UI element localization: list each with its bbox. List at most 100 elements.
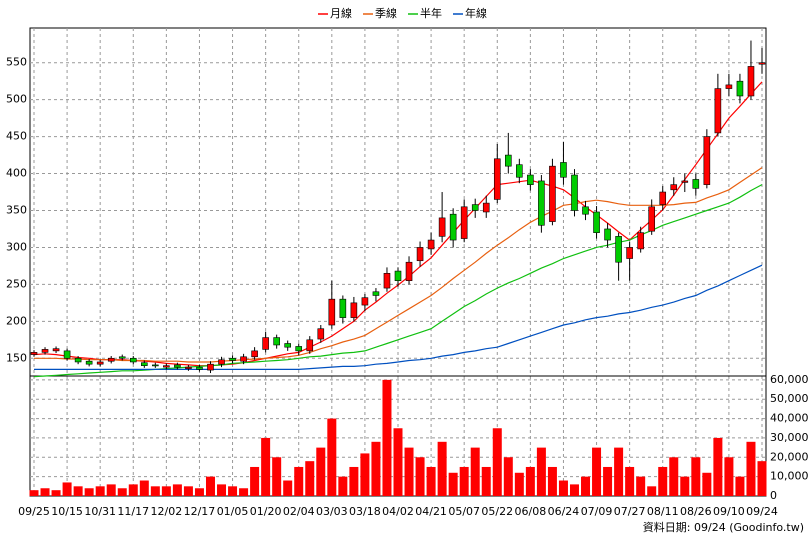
candle-body bbox=[174, 364, 181, 368]
volume-bar bbox=[283, 480, 293, 496]
volume-bar bbox=[29, 490, 39, 496]
x-tick-label: 07/27 bbox=[614, 505, 646, 518]
moving-average-line bbox=[34, 264, 763, 370]
candle-body bbox=[560, 162, 567, 178]
x-tick-label: 01/20 bbox=[250, 505, 282, 518]
x-tick-label: 03/03 bbox=[316, 505, 348, 518]
volume-bar bbox=[437, 441, 447, 496]
volume-bar bbox=[592, 447, 602, 496]
candle-body bbox=[427, 239, 435, 250]
volume-bar bbox=[404, 447, 414, 496]
volume-bar bbox=[161, 486, 171, 496]
x-tick-label: 12/17 bbox=[184, 505, 216, 518]
volume-bar bbox=[658, 466, 668, 496]
candle-body bbox=[163, 365, 170, 368]
candle-body bbox=[41, 349, 49, 353]
volume-bar bbox=[426, 466, 436, 496]
volume-bar bbox=[415, 457, 425, 496]
candle-body bbox=[306, 339, 314, 352]
y-tick-label: 200 bbox=[6, 314, 27, 327]
x-tick-label: 02/04 bbox=[283, 505, 315, 518]
volume-bar bbox=[625, 466, 635, 496]
candle-body bbox=[229, 357, 236, 361]
volume-bar bbox=[272, 457, 282, 496]
x-tick-label: 11/17 bbox=[117, 505, 149, 518]
volume-bar bbox=[316, 447, 326, 496]
candle-body bbox=[383, 272, 391, 289]
y-tick-label: 300 bbox=[6, 240, 27, 253]
volume-bar bbox=[702, 472, 712, 496]
x-tick-label: 12/02 bbox=[151, 505, 183, 518]
y-tick-label: 250 bbox=[6, 277, 27, 290]
volume-bar bbox=[239, 488, 249, 496]
candle-body bbox=[196, 366, 203, 370]
candle-body bbox=[659, 191, 667, 205]
candle-body bbox=[703, 136, 711, 185]
y-tick-label: 500 bbox=[6, 93, 27, 106]
x-tick-label: 07/09 bbox=[581, 505, 613, 518]
candle-body bbox=[736, 80, 744, 97]
candle-body bbox=[582, 206, 589, 215]
candle-body bbox=[692, 179, 700, 189]
candle-body bbox=[538, 180, 545, 226]
candle-body bbox=[30, 352, 38, 355]
candle-body bbox=[107, 357, 115, 362]
x-tick-label: 10/15 bbox=[51, 505, 83, 518]
volume-bar bbox=[514, 472, 524, 496]
candle-body bbox=[74, 357, 82, 363]
candle-body bbox=[615, 236, 622, 263]
y-tick-label: 150 bbox=[6, 351, 27, 364]
volume-bar bbox=[261, 437, 271, 496]
volume-bar bbox=[139, 480, 149, 496]
volume-bar bbox=[217, 484, 227, 496]
volume-bar bbox=[305, 461, 315, 496]
x-tick-label: 06/08 bbox=[515, 505, 547, 518]
volume-bar bbox=[338, 476, 348, 496]
volume-bar bbox=[183, 486, 193, 496]
candle-body bbox=[604, 228, 611, 241]
x-tick-label: 10/31 bbox=[84, 505, 116, 518]
candle-body bbox=[449, 213, 457, 241]
volume-bar bbox=[382, 379, 392, 496]
candle-body bbox=[648, 206, 655, 232]
volume-bar bbox=[250, 466, 260, 496]
candle-body bbox=[758, 62, 766, 65]
volume-bar bbox=[492, 428, 502, 496]
volume-bar bbox=[680, 476, 690, 496]
volume-bar bbox=[603, 466, 613, 496]
candle-body bbox=[251, 350, 258, 358]
x-tick-label: 05/22 bbox=[481, 505, 513, 518]
y-tick-label: 350 bbox=[6, 203, 27, 216]
volume-bar bbox=[228, 486, 238, 496]
y2-tick-label: 10,000 bbox=[770, 470, 808, 483]
legend-label: 年線 bbox=[465, 6, 487, 20]
candle-body bbox=[527, 174, 534, 185]
candle-body bbox=[725, 84, 733, 89]
volume-bar bbox=[757, 461, 767, 496]
x-tick-label: 09/25 bbox=[18, 505, 50, 518]
legend-label: 半年 bbox=[420, 6, 442, 20]
volume-bar bbox=[84, 488, 94, 496]
candle-body bbox=[152, 364, 159, 367]
candle-body bbox=[372, 291, 380, 296]
candle-body bbox=[670, 184, 678, 191]
y2-tick-label: 30,000 bbox=[770, 431, 808, 444]
volume-bar bbox=[172, 484, 182, 496]
candle-body bbox=[185, 366, 192, 369]
volume-bar bbox=[448, 472, 458, 496]
volume-bar bbox=[150, 486, 160, 496]
volume-bar bbox=[547, 466, 557, 496]
candle-body bbox=[405, 261, 413, 281]
volume-bar bbox=[327, 418, 337, 496]
candle-body bbox=[505, 154, 512, 167]
volume-bar bbox=[294, 466, 304, 496]
candle-body bbox=[63, 350, 71, 359]
volume-bar bbox=[459, 466, 469, 496]
volume-bar bbox=[371, 441, 381, 496]
y2-tick-label: 20,000 bbox=[770, 450, 808, 463]
candle-body bbox=[493, 158, 501, 200]
candle-body bbox=[460, 206, 468, 239]
volume-bar bbox=[735, 476, 745, 496]
candle-body bbox=[240, 356, 247, 362]
candle-body bbox=[593, 211, 600, 233]
